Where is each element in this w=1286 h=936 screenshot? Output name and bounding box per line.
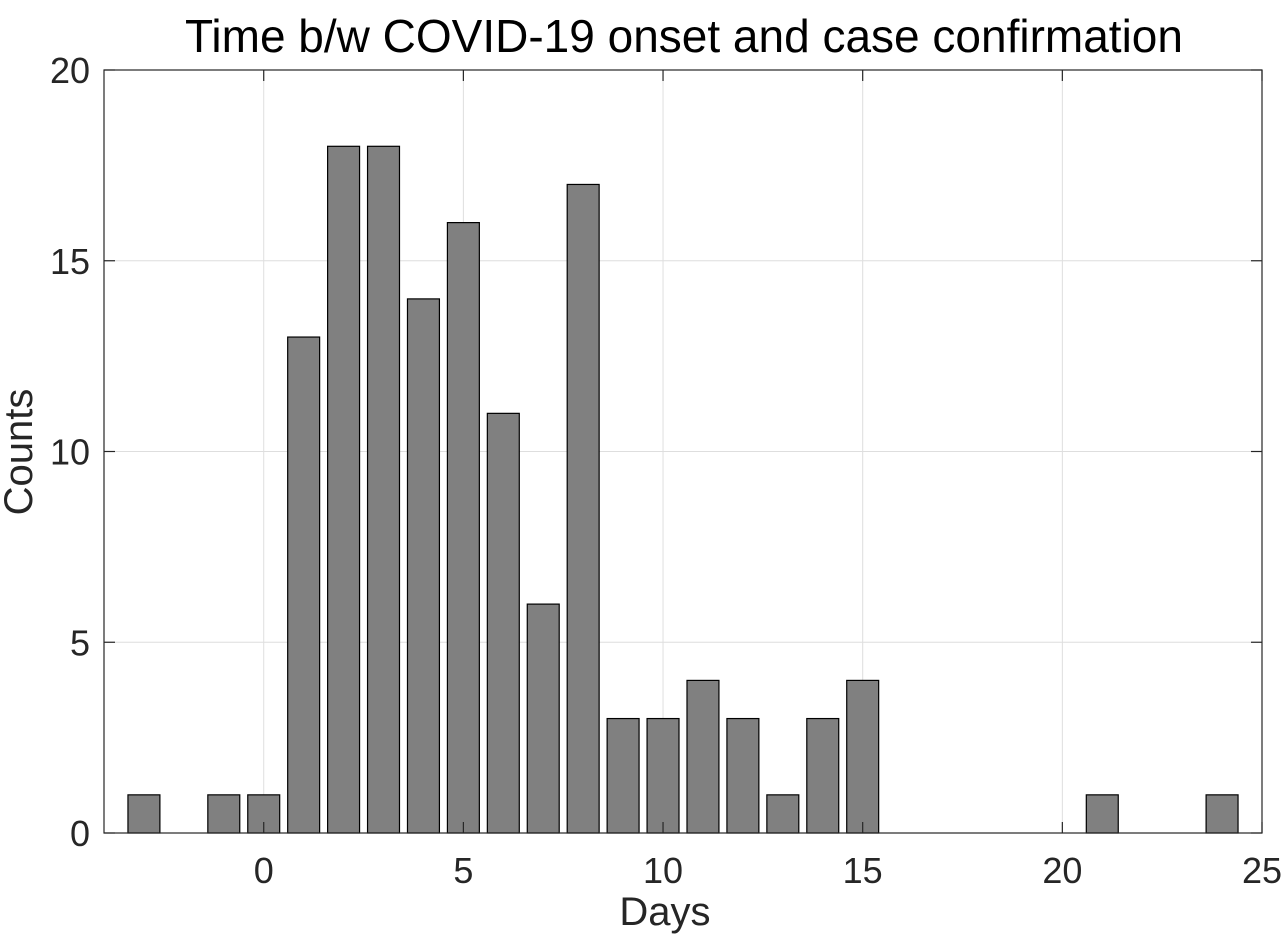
bar	[686, 679, 720, 834]
bar	[606, 717, 640, 834]
bar	[846, 679, 880, 834]
y-tick-label: 20	[50, 50, 90, 91]
bar	[766, 794, 800, 834]
x-tick-label: 0	[254, 850, 274, 891]
bar	[446, 222, 480, 834]
x-tick-label: 15	[843, 850, 883, 891]
bar	[327, 145, 361, 834]
bar	[486, 412, 520, 834]
bar	[366, 145, 401, 834]
y-axis-label: Counts	[0, 389, 41, 516]
bar	[566, 183, 600, 834]
x-tick-label: 20	[1042, 850, 1082, 891]
chart-title: Time b/w COVID-19 onset and case confirm…	[185, 10, 1183, 62]
x-tick-label: 5	[453, 850, 473, 891]
bar	[526, 603, 560, 834]
bar	[806, 717, 840, 834]
bar	[1205, 794, 1239, 834]
bar	[646, 717, 680, 834]
bar	[726, 717, 760, 834]
bar	[127, 794, 161, 834]
x-tick-label: 25	[1242, 850, 1282, 891]
y-tick-label: 0	[70, 813, 90, 854]
bar	[406, 298, 441, 834]
bar	[1085, 794, 1119, 834]
bar	[207, 794, 241, 834]
axis-ticks: 0 5 10 15 20 25 0 5 10 15 20	[50, 50, 1282, 891]
x-tick-label: 10	[643, 850, 683, 891]
x-axis-label: Days	[619, 890, 710, 934]
y-tick-label: 5	[70, 622, 90, 663]
bar	[287, 336, 321, 834]
y-tick-label: 10	[50, 432, 90, 473]
y-tick-label: 15	[50, 241, 90, 282]
bars	[127, 145, 1239, 834]
